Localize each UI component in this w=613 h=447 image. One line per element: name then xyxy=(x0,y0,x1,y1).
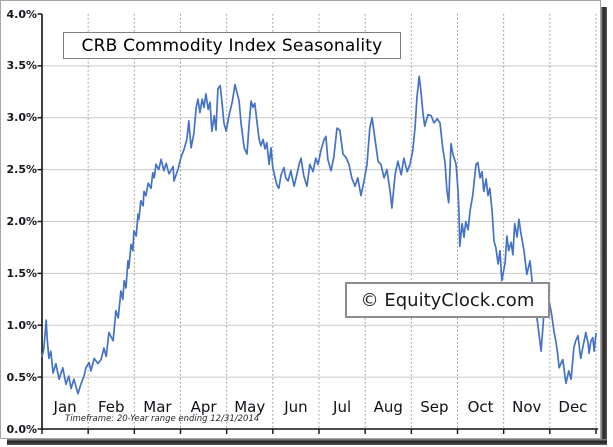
seasonality-line xyxy=(41,75,597,395)
x-axis-month-label: Oct xyxy=(467,398,494,416)
x-axis-month-label: Feb xyxy=(97,398,125,416)
x-axis-month-label: May xyxy=(234,398,266,416)
frame-shadow-bottom xyxy=(7,439,607,445)
y-axis-label: 1.0% xyxy=(6,318,37,332)
x-axis-month-label: Dec xyxy=(558,398,588,416)
x-axis-month-label: Apr xyxy=(190,398,217,416)
y-axis-label: 0.0% xyxy=(6,422,37,436)
watermark-text: © EquityClock.com xyxy=(360,289,535,311)
chart-panel: 4.0% 3.5% 3.0% 2.5% 2.0% 1.5% 1.0% 0.5% 0.0% Jan… xyxy=(0,0,601,439)
watermark-box: © EquityClock.com xyxy=(345,282,550,318)
x-axis-month-label: Aug xyxy=(373,398,403,416)
x-axis-month-label: Jan xyxy=(53,398,77,416)
y-axis-label: 4.0% xyxy=(6,7,37,21)
timeframe-note: Timeframe: 20-Year range ending 12/31/20… xyxy=(65,414,260,424)
y-axis-label: 3.0% xyxy=(6,111,37,125)
y-axis-label: 2.5% xyxy=(6,163,37,177)
x-axis-month-label: Jun xyxy=(284,398,308,416)
frame-shadow-right xyxy=(601,7,607,445)
chart-title-box: CRB Commodity Index Seasonality xyxy=(63,32,401,59)
y-axis-label: 2.0% xyxy=(6,215,37,228)
x-axis-month-label: Jul xyxy=(333,398,352,416)
y-axis-label: 1.5% xyxy=(6,266,37,280)
plot-area xyxy=(37,13,598,434)
chart-title: CRB Commodity Index Seasonality xyxy=(81,35,383,56)
x-axis-month-label: Mar xyxy=(143,398,172,416)
y-axis-label: 0.5% xyxy=(6,370,37,384)
x-axis-month-label: Nov xyxy=(512,398,542,416)
x-axis-month-label: Sep xyxy=(420,398,449,416)
y-axis-label: 3.5% xyxy=(6,59,37,73)
